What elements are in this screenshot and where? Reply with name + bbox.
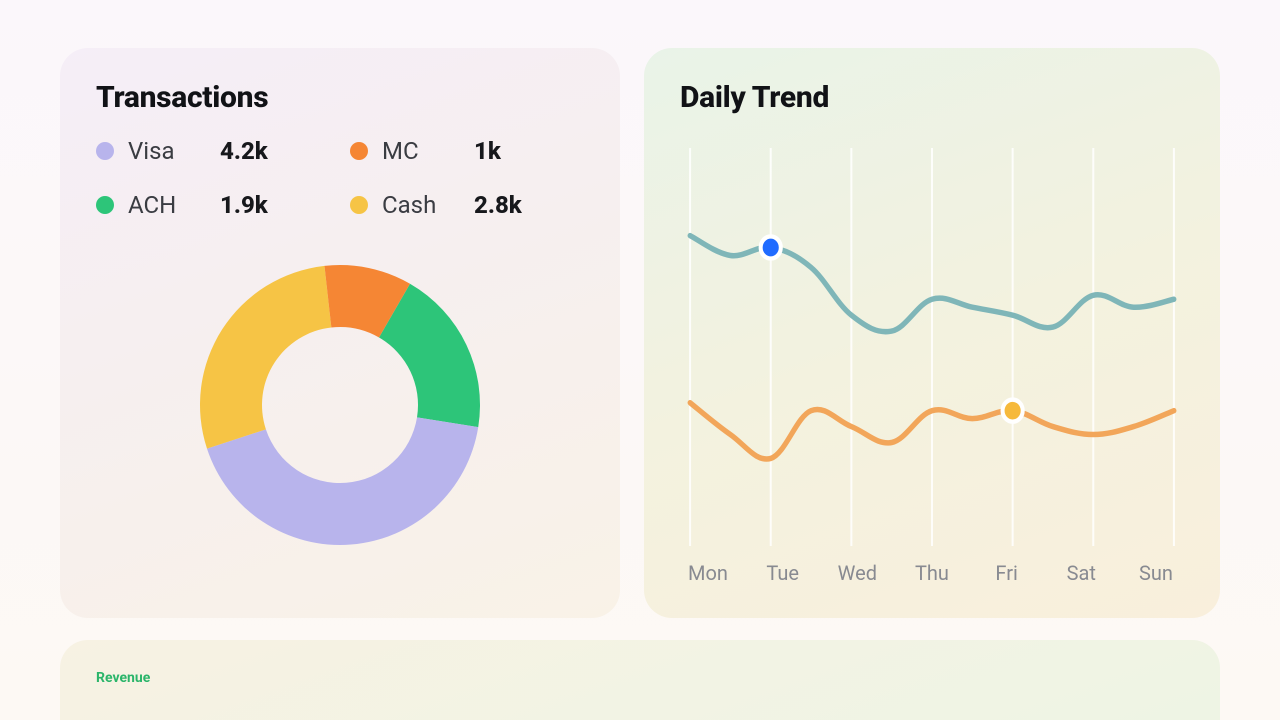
legend-value-mc: 1k xyxy=(474,137,501,165)
legend-label-cash: Cash xyxy=(382,191,450,219)
trend-label-sat: Sat xyxy=(1057,561,1105,585)
daily-trend-card: Daily Trend Mon Tue Wed Thu Fri Sat Sun xyxy=(644,48,1220,618)
mid-spacer xyxy=(60,618,1220,640)
legend-dot-ach xyxy=(96,196,114,214)
revenue-card: Revenue xyxy=(60,640,1220,720)
donut-slice-cash[interactable] xyxy=(200,266,331,449)
legend-dot-mc xyxy=(350,142,368,160)
trend-x-labels: Mon Tue Wed Thu Fri Sat Sun xyxy=(680,561,1184,585)
cards-row: Transactions Visa 4.2k MC 1k ACH 1.9k xyxy=(60,48,1220,618)
donut-chart-container xyxy=(96,245,584,565)
dashboard-page: Transactions Visa 4.2k MC 1k ACH 1.9k xyxy=(0,0,1280,720)
legend-label-mc: MC xyxy=(382,137,450,165)
trend-label-mon: Mon xyxy=(684,561,732,585)
legend-label-visa: Visa xyxy=(128,137,196,165)
transactions-legend: Visa 4.2k MC 1k ACH 1.9k Cash 2.8k xyxy=(96,137,584,219)
legend-value-cash: 2.8k xyxy=(474,191,522,219)
donut-chart xyxy=(190,255,490,555)
legend-item-mc[interactable]: MC 1k xyxy=(350,137,584,165)
trend-chart-area xyxy=(680,137,1184,557)
trend-label-thu: Thu xyxy=(908,561,956,585)
trend-label-fri: Fri xyxy=(983,561,1031,585)
legend-item-ach[interactable]: ACH 1.9k xyxy=(96,191,330,219)
revenue-title: Revenue xyxy=(96,670,1184,686)
legend-dot-visa xyxy=(96,142,114,160)
trend-chart xyxy=(680,137,1184,557)
legend-item-cash[interactable]: Cash 2.8k xyxy=(350,191,584,219)
legend-value-visa: 4.2k xyxy=(220,137,268,165)
trend-label-wed: Wed xyxy=(833,561,881,585)
trend-label-sun: Sun xyxy=(1132,561,1180,585)
trend-marker-series-b[interactable] xyxy=(1003,400,1023,422)
legend-label-ach: ACH xyxy=(128,191,196,219)
trend-label-tue: Tue xyxy=(759,561,807,585)
legend-item-visa[interactable]: Visa 4.2k xyxy=(96,137,330,165)
daily-trend-title: Daily Trend xyxy=(680,80,1184,115)
transactions-title: Transactions xyxy=(96,80,584,115)
trend-marker-series-a[interactable] xyxy=(761,236,781,258)
legend-value-ach: 1.9k xyxy=(220,191,268,219)
transactions-card: Transactions Visa 4.2k MC 1k ACH 1.9k xyxy=(60,48,620,618)
legend-dot-cash xyxy=(350,196,368,214)
donut-slice-visa[interactable] xyxy=(207,417,478,545)
top-spacer xyxy=(60,0,1220,48)
